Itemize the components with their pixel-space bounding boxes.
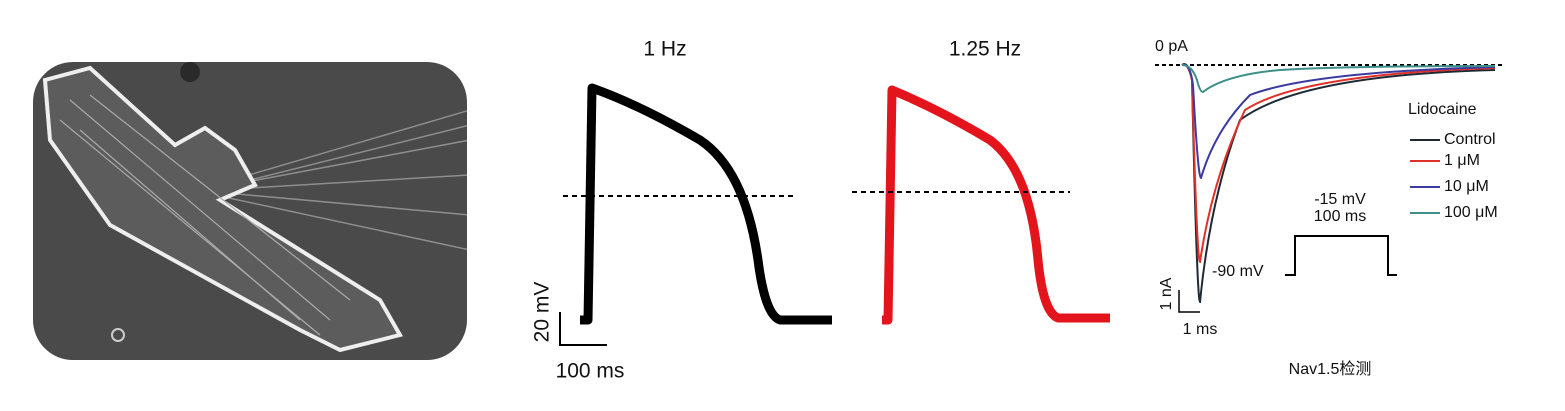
trace xyxy=(882,85,1110,325)
scale-label: 100 ms xyxy=(556,360,625,383)
legend-label: 100 μM xyxy=(1444,204,1498,221)
panel-title: 1.25 Hz xyxy=(949,38,1021,61)
caption: Nav1.5检测 xyxy=(1289,360,1372,378)
scale-label: 20 mV xyxy=(531,282,554,343)
current-trace xyxy=(1181,64,1496,94)
trace xyxy=(580,83,832,325)
scale-label: 1 nA xyxy=(1158,277,1175,310)
legend-label: 1 μM xyxy=(1444,152,1480,169)
legend-title: Lidocaine xyxy=(1408,101,1477,118)
legend-label: 10 μM xyxy=(1444,178,1489,195)
micrograph xyxy=(33,62,467,360)
zero-label: 0 pA xyxy=(1155,38,1188,55)
scale-label: 1 ms xyxy=(1183,321,1218,338)
scale-bar xyxy=(559,312,607,346)
panel-title: 1 Hz xyxy=(643,38,686,61)
current-trace xyxy=(1181,63,1496,180)
protocol-label: -90 mV xyxy=(1212,263,1264,280)
protocol-label: -15 mV xyxy=(1314,191,1366,208)
scale-bar xyxy=(1178,290,1200,313)
voltage-protocol xyxy=(1285,235,1397,276)
protocol-label: 100 ms xyxy=(1314,208,1366,225)
legend-label: Control xyxy=(1444,131,1496,148)
